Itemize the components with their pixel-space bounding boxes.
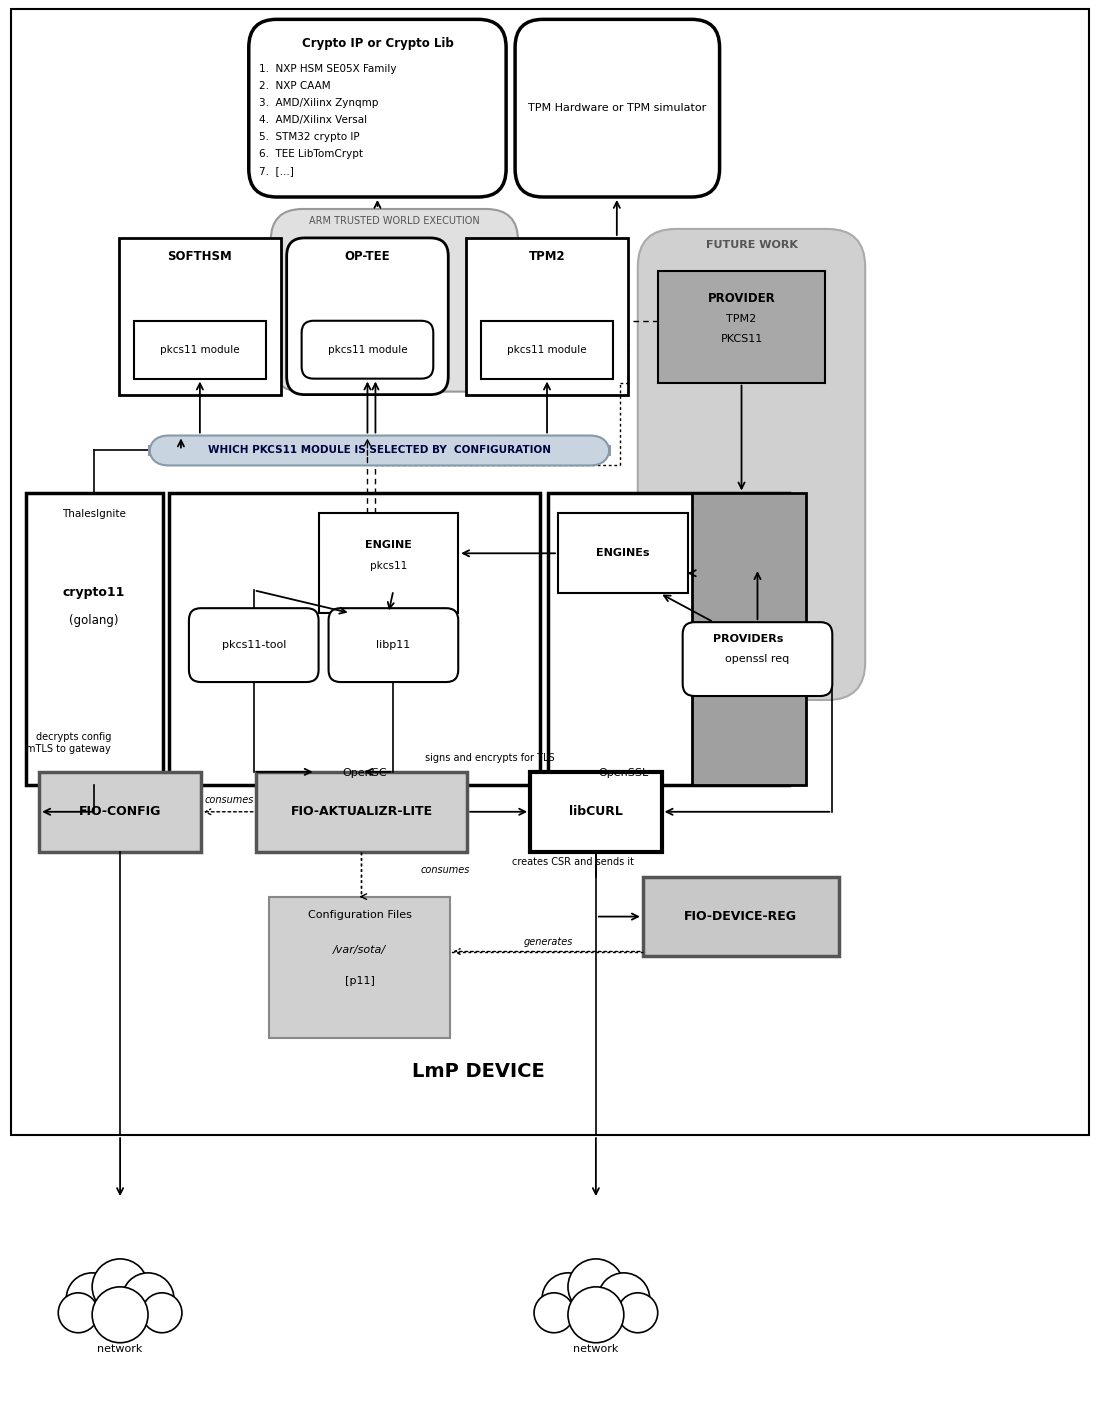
- Text: TPM2: TPM2: [528, 250, 565, 263]
- Text: consumes: consumes: [421, 865, 470, 875]
- Text: crypto11: crypto11: [63, 586, 126, 599]
- Text: 1.  NXP HSM SE05X Family: 1. NXP HSM SE05X Family: [259, 65, 396, 75]
- Bar: [466, 238, 628, 395]
- Text: PROVIDERs: PROVIDERs: [713, 634, 784, 644]
- FancyBboxPatch shape: [515, 20, 720, 197]
- Text: FIO-AKTUALIZR-LITE: FIO-AKTUALIZR-LITE: [291, 806, 433, 818]
- Bar: [119, 238, 281, 395]
- Text: TPM2: TPM2: [727, 314, 756, 323]
- Text: 7.  [...]: 7. [...]: [259, 166, 294, 176]
- FancyBboxPatch shape: [286, 238, 448, 395]
- Text: FIO-CONFIG: FIO-CONFIG: [79, 806, 161, 818]
- FancyBboxPatch shape: [328, 609, 458, 682]
- Text: network: network: [574, 1344, 619, 1354]
- Bar: [643, 877, 839, 956]
- Bar: [26, 494, 163, 785]
- Text: pkcs11: pkcs11: [370, 561, 407, 571]
- Text: openssl req: openssl req: [726, 654, 789, 664]
- Text: creates CSR and sends it: creates CSR and sends it: [512, 856, 634, 866]
- Text: libCURL: libCURL: [569, 806, 623, 818]
- Text: 3.  AMD/Xilinx Zynqmp: 3. AMD/Xilinx Zynqmp: [259, 98, 378, 108]
- Bar: [168, 494, 539, 785]
- FancyBboxPatch shape: [149, 436, 610, 465]
- Text: WHICH PKCS11 MODULE IS SELECTED BY  CONFIGURATION: WHICH PKCS11 MODULE IS SELECTED BY CONFI…: [208, 446, 550, 456]
- FancyBboxPatch shape: [637, 229, 865, 700]
- Text: ThalesIgnite: ThalesIgnite: [63, 509, 127, 519]
- Text: SOFTHSM: SOFTHSM: [167, 250, 232, 263]
- Bar: [558, 513, 688, 593]
- Text: OP-TEE: OP-TEE: [345, 250, 390, 263]
- Text: OpenSSL: OpenSSL: [599, 768, 648, 778]
- Bar: [481, 321, 613, 378]
- Text: pkcs11 module: pkcs11 module: [508, 344, 587, 354]
- Text: signs and encrypts for TLS: signs and encrypts for TLS: [425, 752, 555, 763]
- Text: ENGINE: ENGINE: [364, 540, 412, 550]
- Text: PROVIDER: PROVIDER: [708, 292, 775, 305]
- FancyBboxPatch shape: [189, 609, 318, 682]
- Text: network: network: [97, 1344, 143, 1354]
- Text: libp11: libp11: [377, 640, 411, 650]
- Text: Crypto IP or Crypto Lib: Crypto IP or Crypto Lib: [302, 37, 454, 49]
- Bar: [269, 897, 450, 1039]
- Text: /var/sota/: /var/sota/: [333, 945, 386, 955]
- Text: 2.  NXP CAAM: 2. NXP CAAM: [259, 82, 330, 91]
- Text: FIO-DEVICE-REG: FIO-DEVICE-REG: [684, 910, 797, 924]
- Bar: [40, 772, 200, 852]
- Text: 6.  TEE LibTomCrypt: 6. TEE LibTomCrypt: [259, 149, 362, 159]
- Bar: [318, 513, 458, 613]
- Text: pkcs11-tool: pkcs11-tool: [221, 640, 286, 650]
- Text: LmP DEVICE: LmP DEVICE: [412, 1062, 545, 1081]
- FancyBboxPatch shape: [302, 321, 434, 378]
- Bar: [691, 494, 806, 785]
- Text: pkcs11 module: pkcs11 module: [160, 344, 240, 354]
- Bar: [548, 494, 789, 785]
- Text: pkcs11 module: pkcs11 module: [328, 344, 407, 354]
- Text: decrypts config
mTLS to gateway: decrypts config mTLS to gateway: [26, 733, 111, 754]
- Bar: [255, 772, 467, 852]
- Text: TPM Hardware or TPM simulator: TPM Hardware or TPM simulator: [527, 103, 706, 112]
- FancyBboxPatch shape: [683, 623, 832, 696]
- Bar: [11, 10, 1089, 1135]
- Text: Configuration Files: Configuration Files: [307, 910, 412, 920]
- FancyBboxPatch shape: [271, 209, 519, 392]
- Text: FUTURE WORK: FUTURE WORK: [706, 240, 797, 250]
- Bar: [657, 271, 826, 382]
- Text: generates: generates: [523, 936, 573, 946]
- Text: [p11]: [p11]: [345, 976, 374, 987]
- Text: ARM TRUSTED WORLD EXECUTION: ARM TRUSTED WORLD EXECUTION: [309, 217, 480, 226]
- Text: ENGINEs: ENGINEs: [596, 548, 650, 558]
- Text: 4.  AMD/Xilinx Versal: 4. AMD/Xilinx Versal: [259, 115, 367, 125]
- Text: OpenSC: OpenSC: [342, 768, 386, 778]
- Text: 5.  STM32 crypto IP: 5. STM32 crypto IP: [259, 132, 359, 142]
- Text: consumes: consumes: [204, 794, 253, 804]
- Bar: [134, 321, 265, 378]
- Text: PKCS11: PKCS11: [720, 333, 763, 343]
- Bar: [530, 772, 662, 852]
- FancyBboxPatch shape: [249, 20, 506, 197]
- Text: (golang): (golang): [69, 613, 119, 627]
